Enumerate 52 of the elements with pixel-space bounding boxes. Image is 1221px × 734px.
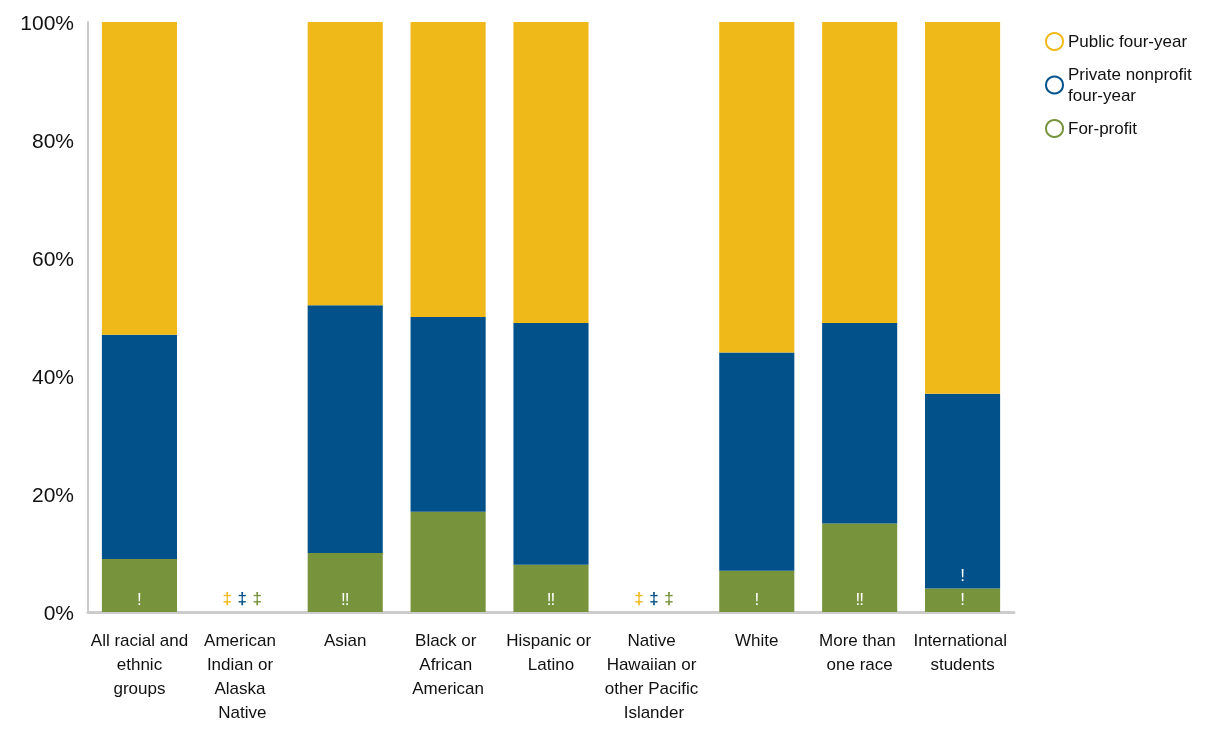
x-tick-label: American Indian or Alaska Native bbox=[204, 630, 281, 722]
bar bbox=[410, 317, 486, 512]
y-tick-label: 80% bbox=[31, 128, 74, 152]
data-label: ‼ bbox=[546, 590, 556, 609]
text: ‡ bbox=[222, 588, 233, 608]
data-label: ! bbox=[137, 590, 142, 609]
text: ‡ bbox=[237, 588, 248, 608]
data-label: ‼ bbox=[340, 590, 350, 609]
bar bbox=[925, 393, 1001, 589]
text: ‡ bbox=[649, 588, 659, 608]
bar bbox=[513, 322, 589, 565]
bar bbox=[307, 22, 383, 306]
legend-label: Private nonprofit four-year bbox=[1068, 65, 1197, 105]
bar bbox=[410, 22, 486, 317]
bar bbox=[513, 564, 589, 612]
text: ‡ bbox=[634, 588, 644, 608]
y-tick-label: 60% bbox=[31, 246, 74, 270]
data-label: ! bbox=[960, 566, 965, 586]
data-label: ! bbox=[960, 590, 965, 609]
bar bbox=[307, 553, 383, 612]
bar bbox=[513, 22, 589, 323]
bar bbox=[822, 322, 898, 524]
bar bbox=[101, 22, 177, 335]
text: ‡ bbox=[664, 588, 674, 608]
text: ‡ bbox=[252, 588, 263, 608]
bar bbox=[719, 570, 795, 612]
x-tick-label: Hispanic or Latino bbox=[506, 630, 596, 674]
bar bbox=[925, 22, 1001, 394]
data-label: ‼ bbox=[855, 590, 864, 609]
bar bbox=[101, 334, 177, 559]
x-tick-label: Black or African American bbox=[412, 630, 485, 698]
bar bbox=[925, 588, 1001, 612]
x-tick-label: More than one race bbox=[819, 630, 901, 674]
bar bbox=[307, 305, 383, 553]
bar bbox=[719, 22, 795, 353]
bar bbox=[822, 523, 898, 612]
bar bbox=[822, 22, 898, 323]
y-tick-label: 100% bbox=[20, 10, 74, 34]
x-tick-label: Asian bbox=[323, 630, 367, 650]
y-tick-label: 20% bbox=[31, 482, 74, 506]
y-tick-label: 0% bbox=[43, 600, 74, 624]
x-tick-label: International students bbox=[913, 630, 1012, 674]
x-tick-label: Native Hawaiian or other Pacific Islander bbox=[604, 630, 704, 722]
bar bbox=[719, 352, 795, 571]
x-tick-label: All racial and ethnic groups bbox=[90, 630, 189, 698]
bar bbox=[101, 558, 177, 612]
legend-label: Public four-year bbox=[1068, 32, 1188, 51]
legend-label: For-profit bbox=[1068, 119, 1138, 138]
bar bbox=[410, 511, 486, 612]
y-tick-label: 40% bbox=[31, 364, 74, 388]
data-label: ! bbox=[754, 590, 760, 609]
x-tick-label: White bbox=[735, 630, 779, 650]
